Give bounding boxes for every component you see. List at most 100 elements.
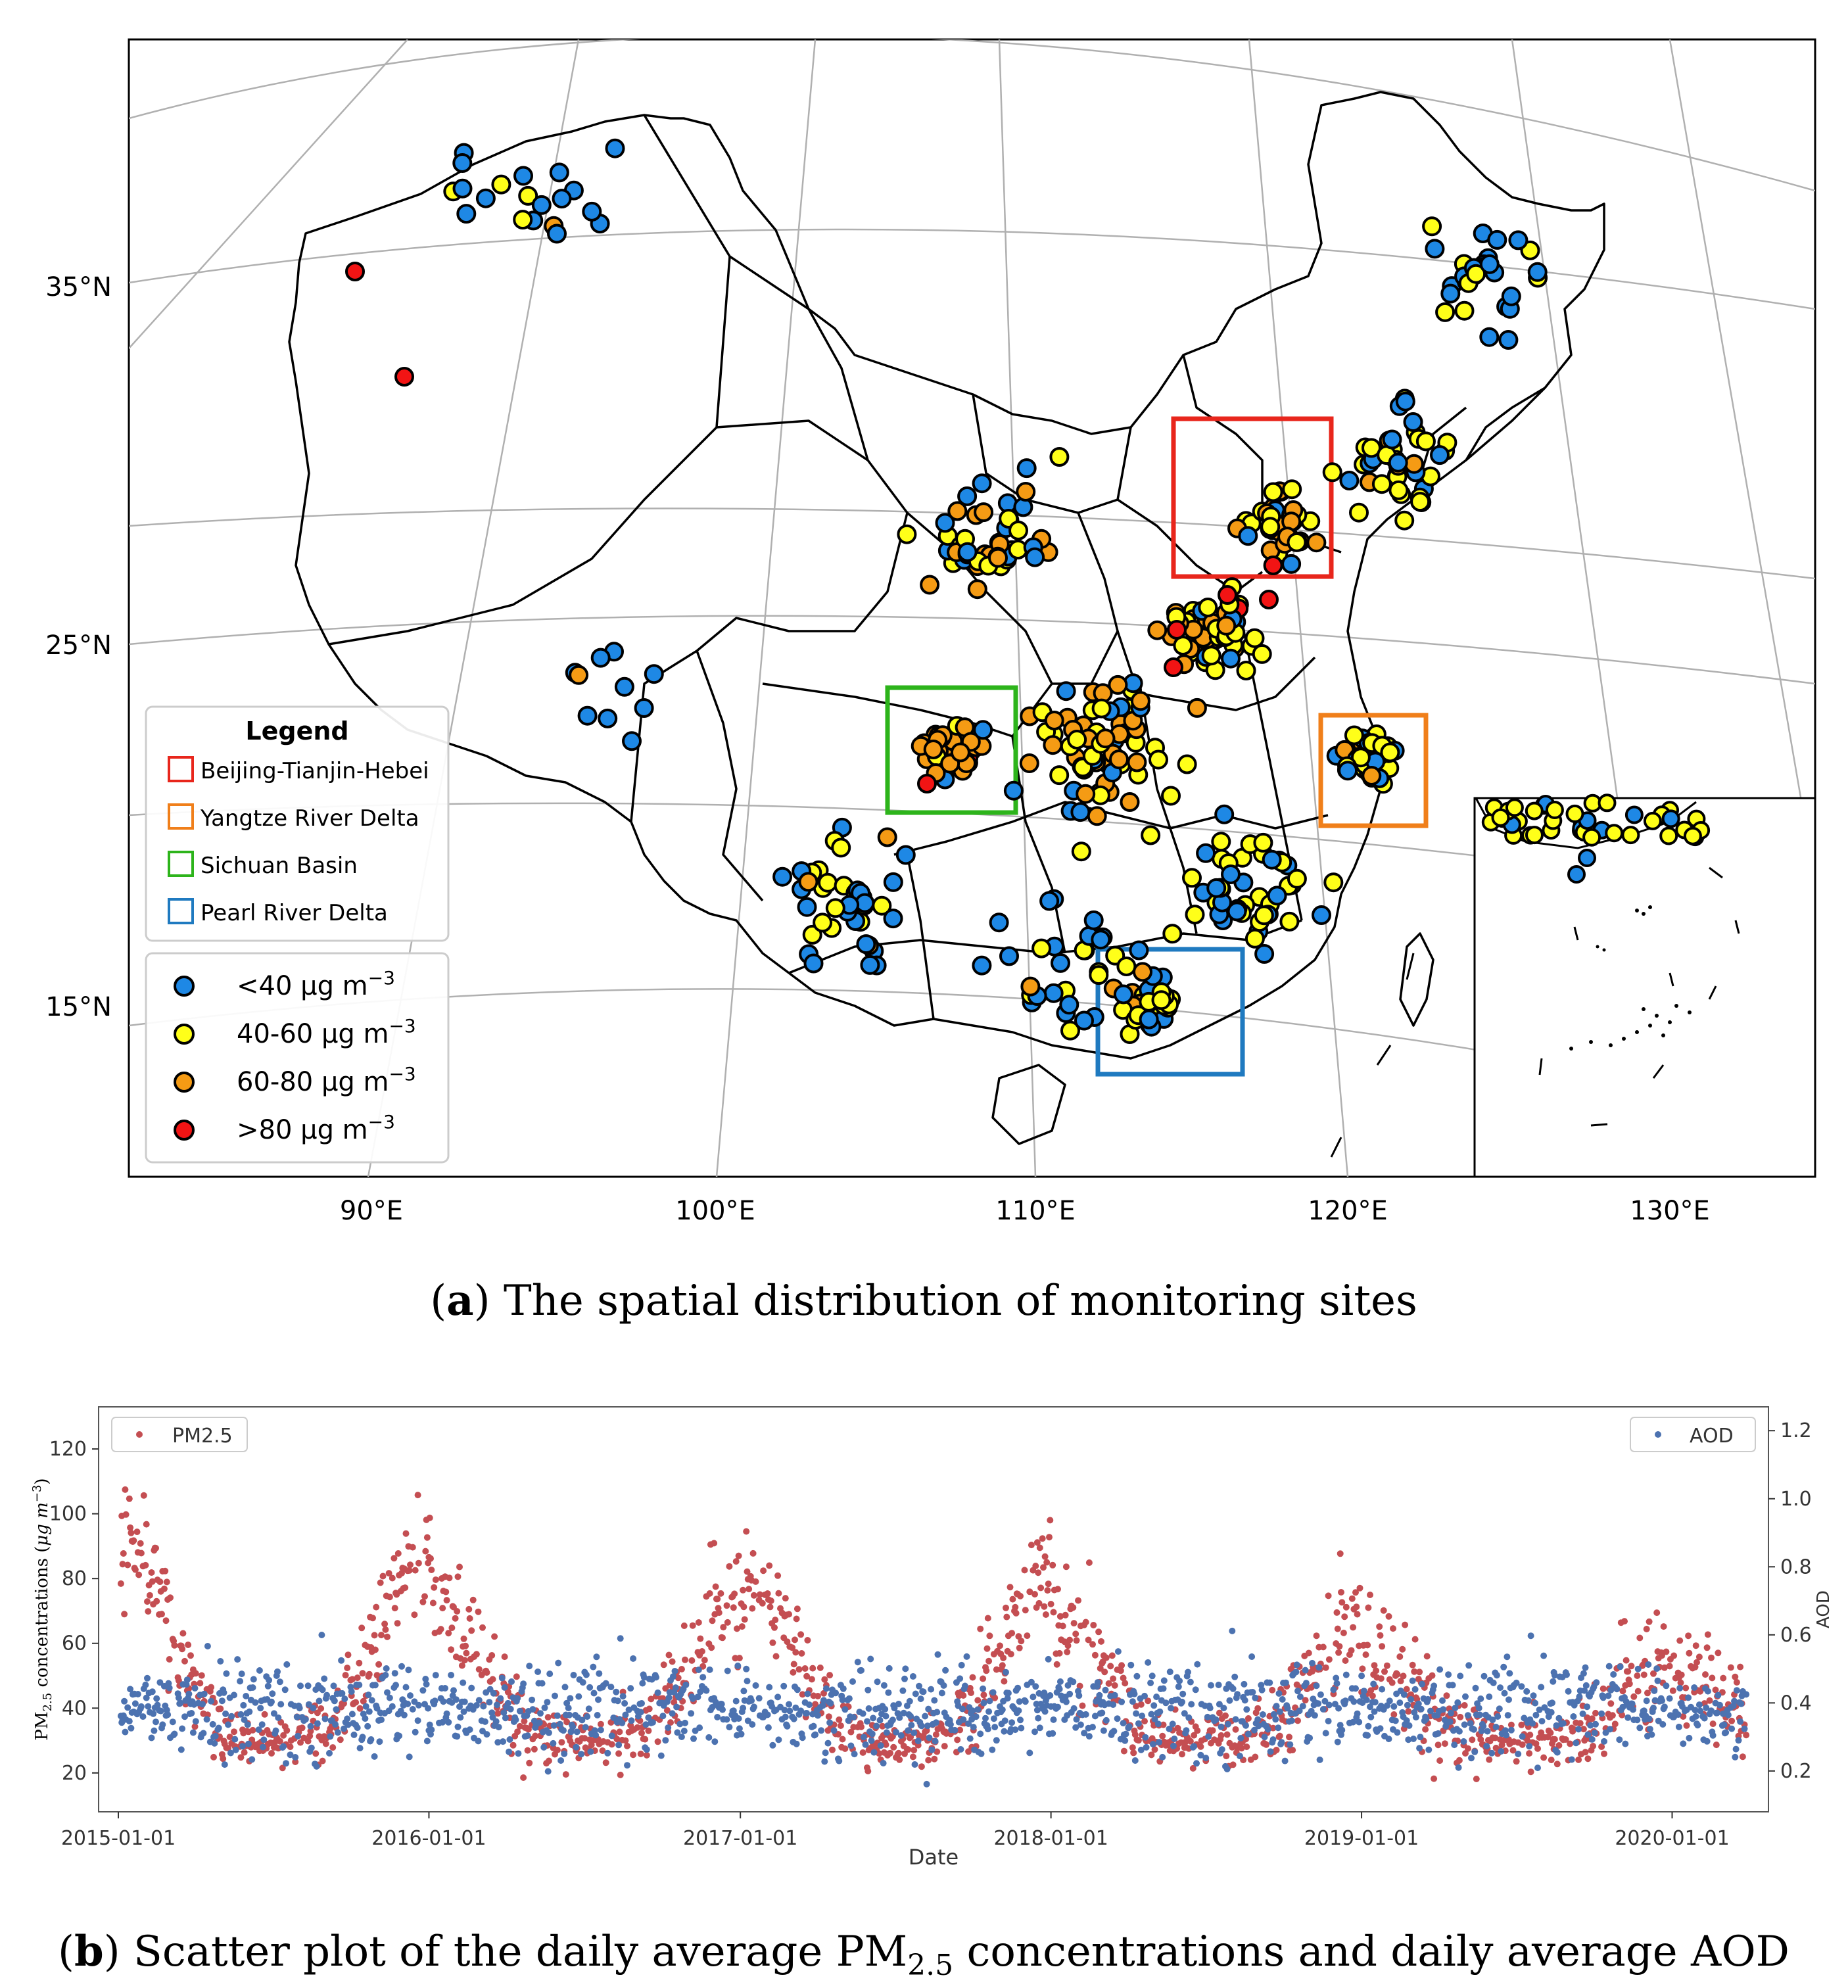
pm25-point — [1269, 1686, 1276, 1693]
pm25-point — [1547, 1729, 1554, 1736]
aod-point — [131, 1700, 139, 1707]
pm25-point — [494, 1710, 502, 1717]
aod-point — [258, 1721, 266, 1728]
aod-point — [1176, 1677, 1183, 1684]
aod-point — [1216, 1701, 1223, 1708]
pm25-point — [1289, 1747, 1296, 1754]
pm25-point — [738, 1623, 746, 1630]
site-dot — [798, 872, 818, 892]
pm25-point — [1553, 1761, 1561, 1768]
aod-point — [526, 1663, 533, 1670]
aod-point — [724, 1667, 731, 1674]
pm25-point — [682, 1656, 688, 1663]
site-dot — [491, 174, 511, 195]
aod-point — [900, 1709, 907, 1716]
aod-point — [782, 1713, 789, 1720]
aod-point — [688, 1710, 695, 1717]
aod-point — [191, 1685, 199, 1692]
aod-point — [649, 1719, 656, 1726]
aod-point — [1133, 1672, 1141, 1680]
aod-point — [1193, 1760, 1200, 1767]
pm25-point — [909, 1753, 916, 1761]
site-dot — [1380, 742, 1400, 763]
pm25-point — [1670, 1652, 1678, 1659]
pm25-point — [1342, 1603, 1350, 1611]
aod-point — [590, 1663, 597, 1670]
aod-point — [545, 1729, 552, 1736]
aod-point — [1302, 1680, 1310, 1687]
aod-point — [1358, 1672, 1365, 1680]
site-dot — [634, 698, 654, 718]
aod-point — [1503, 1732, 1510, 1739]
aod-point — [1141, 1692, 1148, 1699]
aod-point — [153, 1695, 160, 1702]
pm25-point — [135, 1571, 143, 1578]
site-dot — [1344, 725, 1364, 746]
aod-point — [166, 1684, 173, 1692]
aod-point — [1191, 1743, 1198, 1750]
aod-point — [560, 1727, 567, 1734]
aod-point — [1674, 1711, 1682, 1718]
pm25-point — [1007, 1651, 1014, 1658]
pm25-point — [153, 1598, 160, 1605]
aod-point — [1501, 1690, 1508, 1697]
aod-point — [1356, 1718, 1363, 1726]
pm25-point — [1047, 1517, 1054, 1524]
pm25-point — [437, 1626, 444, 1633]
pm25-point — [1706, 1697, 1713, 1704]
site-dot — [1221, 648, 1241, 669]
site-dot — [1395, 391, 1415, 412]
parallel-30 — [129, 508, 1815, 580]
site-dot — [1043, 983, 1064, 1003]
aod-point — [1185, 1668, 1191, 1676]
aod-point — [989, 1689, 997, 1696]
pm25-point — [366, 1670, 373, 1678]
aod-point — [423, 1680, 430, 1688]
aod-point — [806, 1701, 813, 1709]
aod-point — [209, 1720, 216, 1728]
aod-point — [1135, 1720, 1142, 1727]
aod-point — [1231, 1673, 1239, 1680]
aod-point — [443, 1710, 450, 1717]
pm25-point — [735, 1552, 742, 1559]
aod-point — [984, 1726, 991, 1733]
site-dot — [1049, 765, 1070, 786]
pm25-point — [1159, 1732, 1166, 1740]
pm25-point — [1492, 1734, 1499, 1741]
pm25-point — [312, 1750, 320, 1757]
aod-point — [544, 1699, 551, 1706]
aod-point — [970, 1724, 977, 1731]
pm25-point — [524, 1747, 531, 1754]
aod-point — [1030, 1693, 1037, 1701]
pm25-point — [1456, 1757, 1463, 1764]
pm25-point — [373, 1603, 380, 1611]
pm25-point — [292, 1759, 299, 1765]
pm25-point — [790, 1661, 797, 1668]
pm25-point — [1682, 1684, 1690, 1692]
aod-point — [1294, 1688, 1301, 1695]
aod-point — [1241, 1697, 1248, 1704]
site-dot — [813, 912, 833, 933]
aod-point — [1685, 1694, 1692, 1701]
aod-point — [454, 1723, 462, 1730]
aod-point — [185, 1690, 193, 1697]
aod-point — [593, 1653, 600, 1661]
pm25-point — [1353, 1603, 1360, 1611]
pm25-point — [1621, 1618, 1628, 1625]
aod-point — [1470, 1726, 1477, 1733]
aod-point — [1325, 1701, 1333, 1709]
aod-point — [512, 1716, 519, 1723]
aod-point — [1551, 1672, 1558, 1679]
site-dot — [1129, 940, 1149, 960]
aod-point — [1094, 1679, 1101, 1686]
aod-point — [356, 1682, 363, 1688]
aod-point — [1591, 1730, 1598, 1736]
aod-point — [1592, 1720, 1599, 1728]
pm25-point — [354, 1674, 361, 1682]
aod-point — [391, 1670, 398, 1677]
pm25-point — [1464, 1745, 1471, 1752]
site-dot — [1466, 264, 1486, 284]
aod-point — [1563, 1671, 1570, 1678]
aod-point — [1261, 1734, 1268, 1741]
pm25-point — [1117, 1667, 1124, 1674]
